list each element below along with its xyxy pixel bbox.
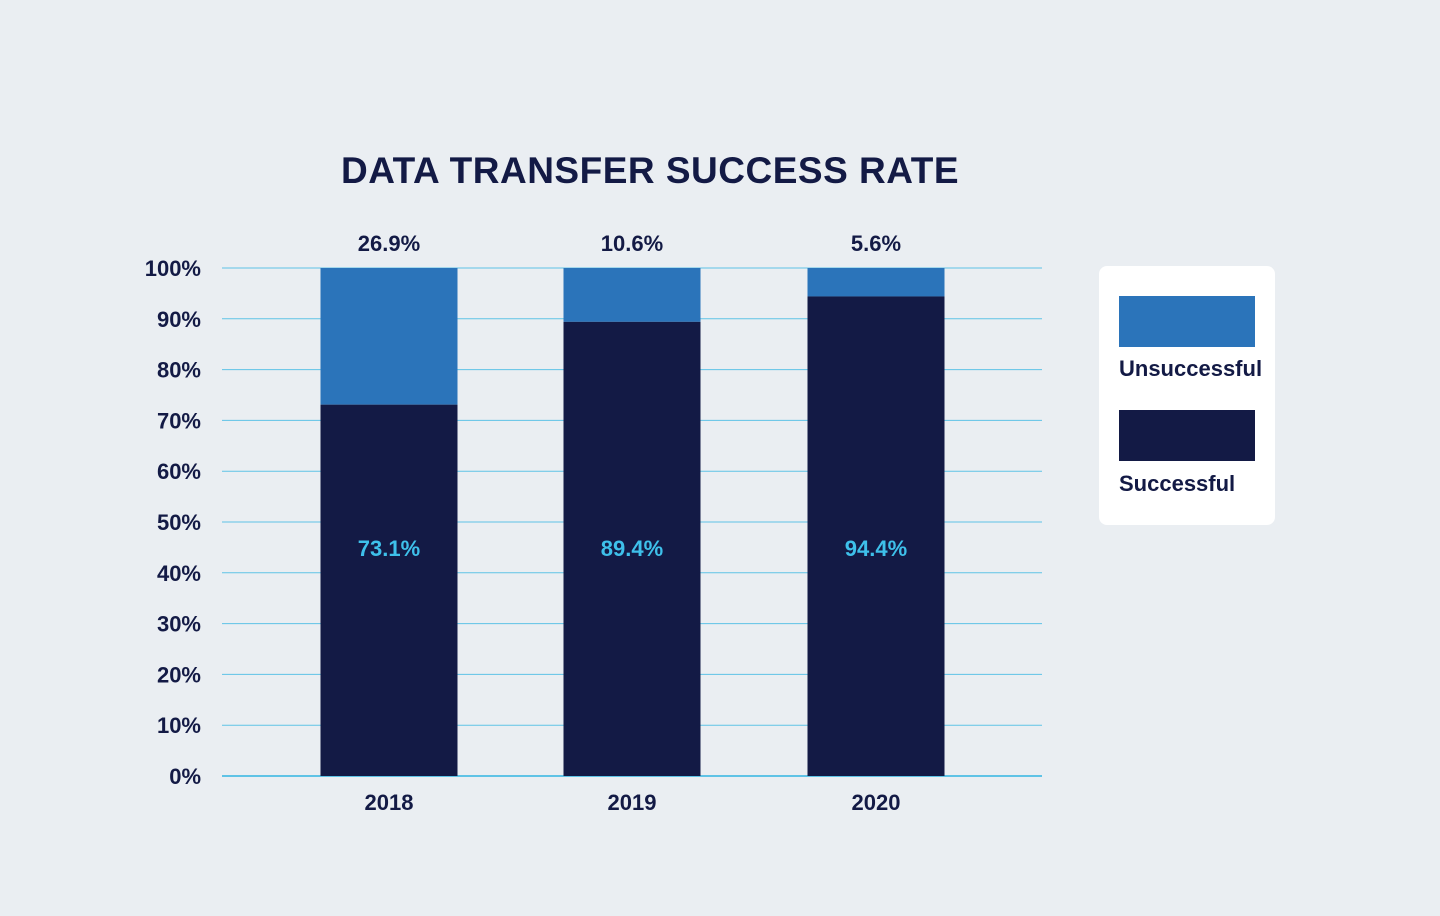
x-tick-label: 2019 (608, 790, 657, 815)
y-tick-label: 70% (157, 408, 201, 433)
y-tick-label: 20% (157, 662, 201, 687)
y-tick-label: 10% (157, 713, 201, 738)
bar-successful-2020 (807, 296, 945, 776)
bar-unsuccessful-2019 (563, 268, 701, 322)
x-tick-label: 2018 (365, 790, 414, 815)
data-label-successful: 94.4% (845, 536, 907, 561)
data-label-successful: 73.1% (358, 536, 420, 561)
y-tick-label: 90% (157, 307, 201, 332)
data-label-successful: 89.4% (601, 536, 663, 561)
y-tick-label: 30% (157, 612, 201, 637)
data-label-unsuccessful: 5.6% (851, 231, 901, 256)
legend: Unsuccessful Successful (1099, 266, 1275, 525)
x-tick-label: 2020 (852, 790, 901, 815)
y-tick-label: 80% (157, 358, 201, 383)
bar-unsuccessful-2020 (807, 268, 945, 297)
bar-successful-2019 (563, 321, 701, 776)
legend-label-successful: Successful (1119, 471, 1236, 496)
legend-swatch-successful (1119, 410, 1255, 461)
legend-label-unsuccessful: Unsuccessful (1119, 356, 1263, 381)
y-tick-label: 40% (157, 561, 201, 586)
chart-title: DATA TRANSFER SUCCESS RATE (340, 150, 960, 191)
legend-swatch-unsuccessful (1119, 296, 1255, 347)
y-tick-label: 0% (169, 764, 201, 789)
y-tick-label: 60% (157, 459, 201, 484)
bar-successful-2018 (320, 404, 458, 776)
bar-unsuccessful-2018 (320, 268, 458, 405)
y-tick-label: 100% (145, 256, 201, 281)
data-label-unsuccessful: 26.9% (358, 231, 420, 256)
y-tick-label: 50% (157, 510, 201, 535)
data-label-unsuccessful: 10.6% (601, 231, 663, 256)
